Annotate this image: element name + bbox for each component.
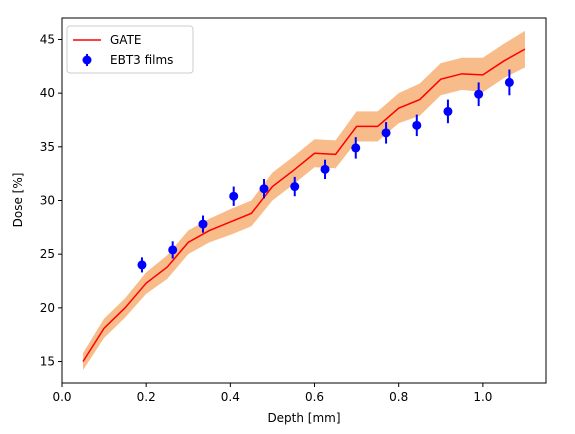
- y-axis-label: Dose [%]: [11, 173, 25, 228]
- ebt3-data-point: [137, 257, 147, 273]
- y-tick-label: 35: [40, 140, 55, 154]
- ebt3-data-point: [229, 186, 239, 206]
- ebt3-marker: [412, 120, 422, 130]
- y-tick-label: 45: [40, 32, 55, 46]
- legend-gate-label: GATE: [110, 33, 142, 47]
- ebt3-marker: [290, 182, 300, 192]
- y-tick-label: 15: [40, 355, 55, 369]
- ebt3-data-point: [504, 69, 514, 96]
- y-axis-ticks: 15 20 25 30 35 40 45: [40, 32, 62, 369]
- ebt3-data-point: [168, 241, 178, 259]
- ebt3-marker: [443, 106, 453, 116]
- ebt3-data-point: [351, 137, 361, 159]
- legend-ebt3-marker: [82, 55, 92, 65]
- ebt3-marker: [381, 128, 391, 138]
- legend-ebt3-label: EBT3 films: [110, 53, 173, 67]
- ebt3-data-point: [320, 159, 330, 180]
- ebt3-data-point: [381, 122, 391, 144]
- ebt3-marker: [229, 191, 239, 201]
- y-tick-label: 20: [40, 301, 55, 315]
- ebt3-data-point: [198, 215, 208, 233]
- x-tick-label: 0.0: [52, 390, 71, 404]
- x-tick-label: 0.2: [137, 390, 156, 404]
- gate-line-layer: [82, 48, 526, 362]
- ebt3-data-point: [443, 99, 453, 124]
- ebt3-points-layer: [137, 69, 514, 273]
- y-tick-label: 25: [40, 247, 55, 261]
- ebt3-marker: [168, 245, 178, 255]
- y-tick-label: 40: [40, 86, 55, 100]
- ebt3-data-point: [259, 179, 269, 199]
- gate-uncertainty-band-layer: [83, 30, 525, 371]
- ebt3-marker: [320, 164, 330, 174]
- legend: GATE EBT3 films: [66, 25, 194, 74]
- ebt3-marker: [351, 143, 361, 153]
- ebt3-marker: [198, 219, 208, 229]
- legend-box: [66, 25, 194, 74]
- x-tick-label: 0.4: [221, 390, 240, 404]
- ebt3-marker: [259, 184, 269, 194]
- ebt3-data-point: [474, 82, 484, 107]
- ebt3-data-point: [412, 114, 422, 137]
- ebt3-marker: [137, 260, 147, 270]
- x-tick-label: 1.0: [473, 390, 492, 404]
- ebt3-data-point: [290, 176, 300, 197]
- x-tick-label: 0.6: [305, 390, 324, 404]
- x-axis-label: Depth [mm]: [267, 411, 340, 425]
- gate-line: [82, 48, 526, 362]
- y-tick-label: 30: [40, 194, 55, 208]
- gate-uncertainty-band: [83, 30, 525, 371]
- ebt3-marker: [504, 77, 514, 87]
- ebt3-marker: [474, 89, 484, 99]
- x-tick-label: 0.8: [389, 390, 408, 404]
- x-axis-ticks: 0.0 0.2 0.4 0.6 0.8 1.0: [52, 383, 492, 404]
